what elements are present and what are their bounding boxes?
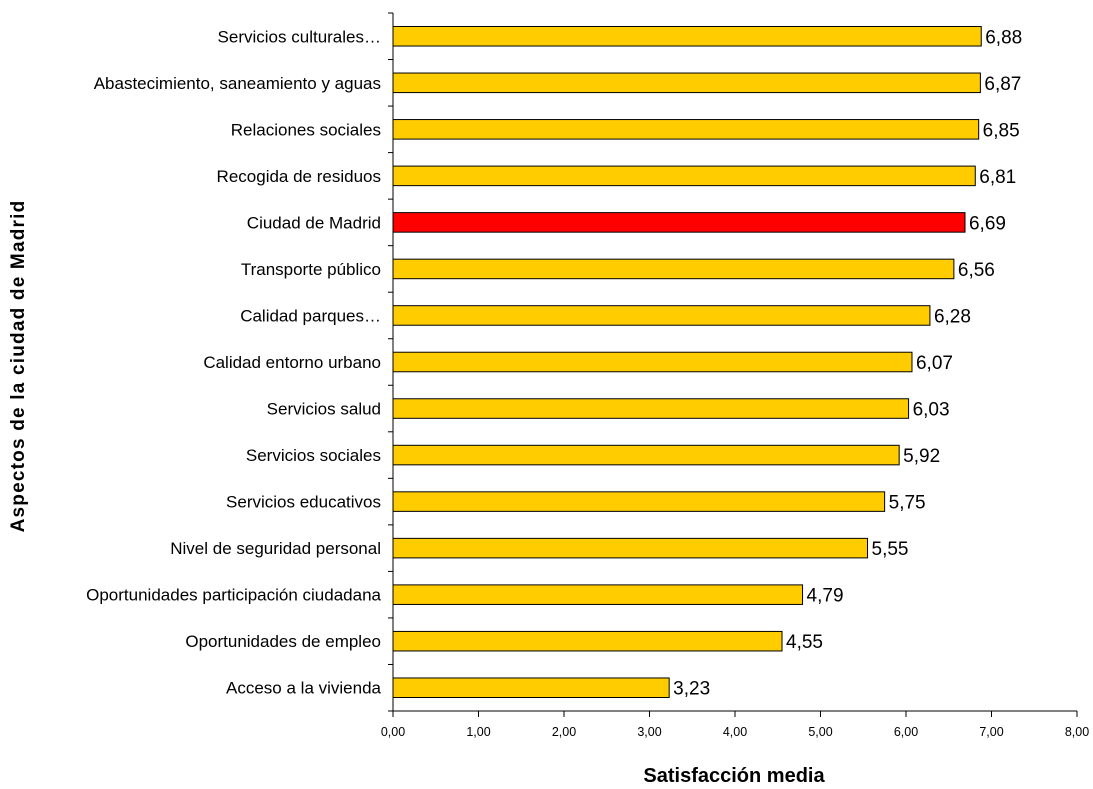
category-label: Servicios educativos xyxy=(226,493,381,512)
bar xyxy=(392,537,869,559)
category-label: Nivel de seguridad personal xyxy=(170,539,381,558)
bar xyxy=(392,165,976,187)
bar xyxy=(392,584,804,605)
bar xyxy=(392,212,966,233)
data-label: 6,88 xyxy=(985,27,1022,48)
data-label: 6,81 xyxy=(979,167,1016,188)
category-label: Ciudad de Madrid xyxy=(247,213,381,232)
x-tick-label: 0,00 xyxy=(381,725,405,739)
category-label: Calidad entorno urbano xyxy=(203,353,381,372)
category-label: Oportunidades de empleo xyxy=(185,632,381,651)
x-tick-label: 1,00 xyxy=(466,725,490,739)
data-label: 5,75 xyxy=(889,493,926,514)
category-label: Servicios sociales xyxy=(246,446,381,465)
x-tick-label: 6,00 xyxy=(894,725,918,739)
bar xyxy=(392,258,955,280)
data-label: 6,87 xyxy=(984,74,1021,95)
data-label: 3,23 xyxy=(673,679,710,700)
data-label: 6,03 xyxy=(913,400,950,421)
bar xyxy=(392,119,980,140)
category-label: Recogida de residuos xyxy=(217,167,381,186)
x-tick-label: 3,00 xyxy=(637,725,661,739)
bar xyxy=(392,491,886,512)
data-label: 6,85 xyxy=(983,120,1020,141)
bar xyxy=(392,25,982,47)
bar xyxy=(392,305,931,326)
bar xyxy=(392,677,670,699)
category-label: Acceso a la vivienda xyxy=(226,679,382,698)
category-label: Relaciones sociales xyxy=(231,120,381,139)
bar xyxy=(392,72,981,94)
category-label: Servicios salud xyxy=(267,400,381,419)
bar xyxy=(392,444,900,466)
data-label: 6,69 xyxy=(969,213,1006,234)
bar xyxy=(392,398,910,419)
y-axis-title: Aspectos de la ciudad de Madrid xyxy=(8,200,29,533)
data-label: 4,79 xyxy=(807,586,844,607)
category-label: Servicios culturales… xyxy=(218,27,381,46)
plot-area: 0,00 1,00 2,00 3,00 4,00 5,00 6,00 7,00 8,00 Serv… xyxy=(86,12,1089,739)
data-label: 6,56 xyxy=(958,260,995,281)
category-label: Calidad parques… xyxy=(240,306,381,325)
x-tick-label: 2,00 xyxy=(552,725,576,739)
bar xyxy=(392,351,913,373)
data-label: 6,07 xyxy=(916,353,953,374)
data-label: 4,55 xyxy=(786,632,823,653)
data-label: 6,28 xyxy=(934,306,971,327)
category-label: Abastecimiento, saneamiento y aguas xyxy=(94,74,381,93)
x-axis-title: Satisfacción media xyxy=(643,765,825,787)
data-label: 5,55 xyxy=(872,539,909,560)
bar xyxy=(392,630,783,652)
category-label: Transporte público xyxy=(241,260,381,279)
category-label: Oportunidades participación ciudadana xyxy=(86,586,381,605)
x-tick-label: 8,00 xyxy=(1065,725,1089,739)
x-tick-label: 7,00 xyxy=(979,725,1003,739)
data-label: 5,92 xyxy=(903,446,940,467)
x-tick-label: 4,00 xyxy=(723,725,747,739)
x-tick-label: 5,00 xyxy=(808,725,832,739)
